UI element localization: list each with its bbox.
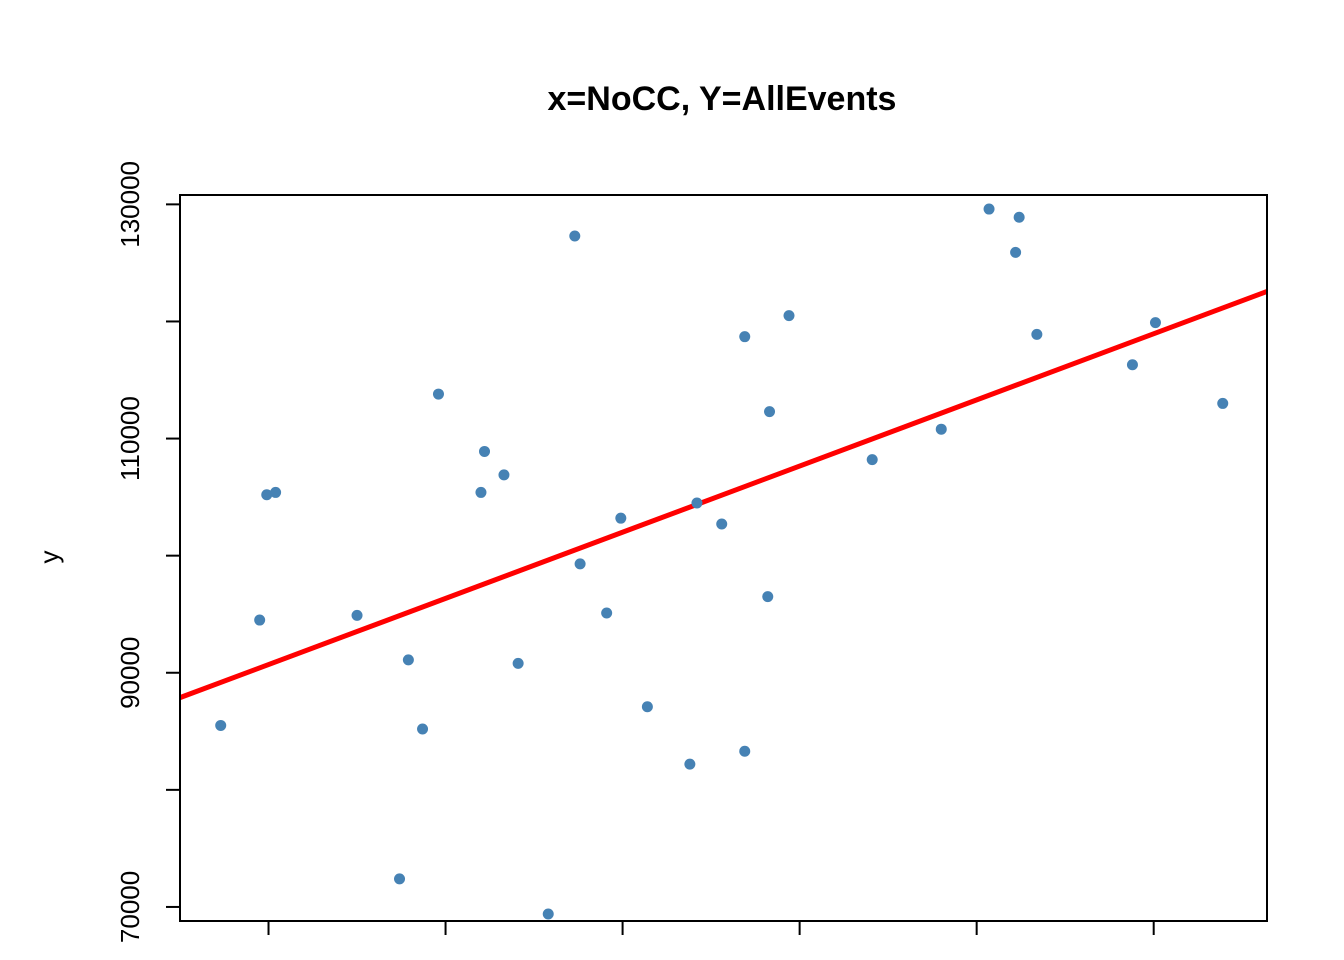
data-point-28 [935, 423, 947, 435]
data-point-24 [762, 591, 774, 603]
data-point-29 [983, 203, 995, 215]
data-point-22 [739, 745, 751, 757]
y-tick-label-3: 130000 [115, 161, 145, 248]
data-point-21 [716, 518, 728, 530]
data-point-2 [261, 489, 273, 501]
data-point-26 [783, 310, 795, 322]
data-point-8 [432, 388, 444, 400]
data-point-34 [1149, 317, 1161, 329]
data-point-12 [512, 657, 524, 669]
y-tick-label-2: 110000 [115, 396, 145, 481]
y-axis-label: y [34, 551, 64, 564]
data-point-20 [691, 497, 703, 509]
data-point-23 [739, 331, 751, 343]
data-point-14 [569, 230, 581, 242]
data-point-33 [1126, 359, 1138, 371]
data-point-6 [402, 654, 414, 666]
regression-line [179, 289, 1268, 700]
data-point-10 [479, 445, 491, 457]
axes: 70000 90000 110000 130000 [115, 161, 1155, 943]
data-point-7 [417, 723, 429, 735]
y-tick-label-1: 90000 [115, 637, 145, 709]
data-point-5 [394, 873, 406, 885]
data-point-11 [498, 469, 510, 481]
data-point-27 [866, 454, 878, 466]
chart-title: x=NoCC, Y=AllEvents [548, 80, 897, 118]
data-points [215, 203, 1229, 920]
data-point-17 [615, 512, 627, 524]
regression-line-group [179, 289, 1268, 700]
data-point-15 [574, 558, 586, 570]
data-point-1 [254, 614, 266, 626]
data-point-9 [475, 486, 487, 498]
data-point-25 [764, 406, 776, 418]
data-point-18 [641, 701, 653, 713]
data-point-31 [1013, 211, 1025, 223]
data-point-19 [684, 758, 696, 770]
data-point-4 [351, 609, 363, 621]
data-point-3 [270, 486, 282, 498]
plot-frame [179, 194, 1268, 922]
data-point-30 [1010, 246, 1022, 258]
data-point-0 [215, 719, 227, 731]
y-tick-label-0: 70000 [115, 871, 145, 943]
data-point-35 [1217, 397, 1229, 409]
data-point-16 [601, 607, 613, 619]
data-point-13 [542, 908, 554, 920]
data-point-32 [1031, 328, 1043, 340]
